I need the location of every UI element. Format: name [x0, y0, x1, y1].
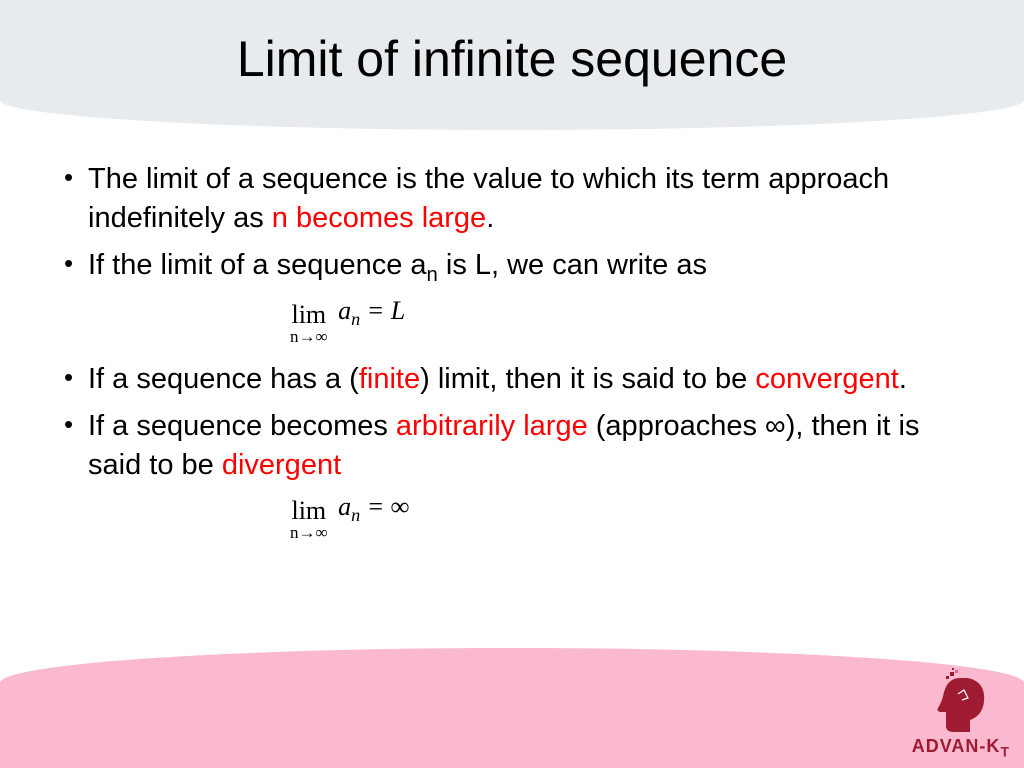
formula-2-body: an = ∞ — [338, 492, 409, 521]
bullet-3: If a sequence has a (finite) limit, then… — [60, 360, 960, 399]
bullet-2-subscript: n — [427, 264, 438, 286]
brand-logo: ADVAN-KT — [880, 668, 1010, 760]
bottom-decorative-band — [0, 648, 1024, 768]
logo-text-sub: T — [1000, 744, 1010, 760]
slide-content: The limit of a sequence is the value to … — [60, 160, 960, 556]
bullet-3-text-e: . — [899, 363, 907, 395]
formula-1-body: an = L — [338, 296, 405, 325]
formula-limit-infinity: lim n→∞ an = ∞ — [290, 493, 960, 542]
logo-text: ADVAN-KT — [880, 736, 1010, 760]
bullet-2-text-b: is L, we can write as — [438, 249, 707, 281]
bullet-1-highlight: n becomes large — [272, 202, 486, 234]
lim-label-2: lim — [290, 497, 328, 524]
bullet-4: If a sequence becomes arbitrarily large … — [60, 407, 960, 485]
lim-subscript: n→∞ — [290, 328, 328, 346]
eq1-a: a — [338, 296, 351, 325]
eq1-sub: n — [351, 310, 360, 330]
limit-operator-2: lim n→∞ — [290, 497, 328, 542]
logo-head-icon — [880, 668, 1010, 736]
limit-operator: lim n→∞ — [290, 301, 328, 346]
bullet-2: If the limit of a sequence an is L, we c… — [60, 246, 960, 289]
eq1-tail: = L — [360, 296, 405, 325]
bullet-4-highlight-1: arbitrarily large — [396, 410, 588, 442]
eq2-tail: = ∞ — [360, 492, 409, 521]
bullet-1: The limit of a sequence is the value to … — [60, 160, 960, 238]
bullet-3-text-a: If a sequence has a ( — [88, 363, 359, 395]
bullet-3-highlight-1: finite — [359, 363, 420, 395]
lim-subscript-2: n→∞ — [290, 524, 328, 542]
eq2-sub: n — [351, 506, 360, 526]
bullet-4-highlight-2: divergent — [222, 449, 341, 481]
bullet-1-text-c: . — [486, 202, 494, 234]
lim-label: lim — [290, 301, 328, 328]
eq2-a: a — [338, 492, 351, 521]
bullet-2-text-a: If the limit of a sequence a — [88, 249, 427, 281]
bullet-4-text-a: If a sequence becomes — [88, 410, 396, 442]
page-title: Limit of infinite sequence — [0, 30, 1024, 88]
bullet-3-text-c: ) limit, then it is said to be — [420, 363, 755, 395]
bullet-3-highlight-2: convergent — [755, 363, 899, 395]
logo-text-main: ADVAN-K — [912, 736, 1001, 756]
formula-limit-L: lim n→∞ an = L — [290, 297, 960, 346]
